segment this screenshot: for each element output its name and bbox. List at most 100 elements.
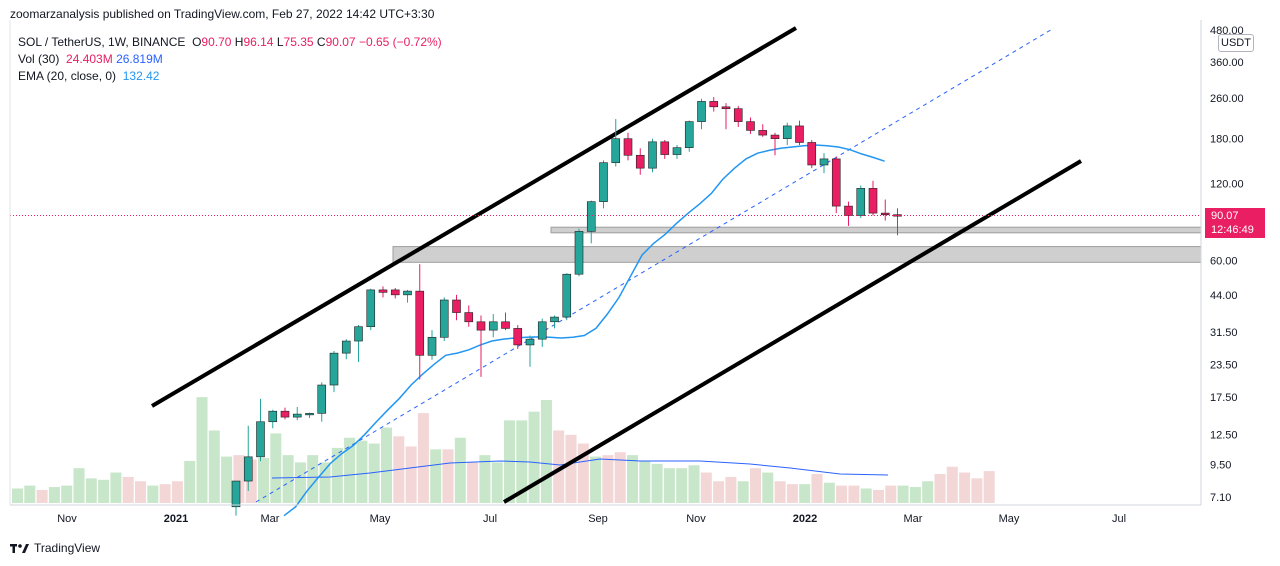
- candle-body: [819, 158, 829, 166]
- candle-body: [427, 336, 437, 356]
- candle-body: [758, 130, 768, 136]
- candle: [648, 138, 657, 173]
- candle-body: [795, 125, 804, 143]
- volume-bar: [627, 455, 638, 503]
- candle: [807, 139, 817, 169]
- candle: [709, 97, 719, 112]
- candle: [623, 132, 633, 161]
- close-label: C: [316, 35, 326, 49]
- candle: [672, 145, 682, 159]
- candle-body: [366, 289, 376, 328]
- candle: [439, 297, 449, 342]
- candle-body: [452, 299, 461, 313]
- y-tick-label: 44.00: [1210, 290, 1238, 302]
- candle-body: [648, 141, 657, 169]
- candle-body: [709, 101, 719, 108]
- candle-body: [390, 289, 400, 296]
- candle: [305, 412, 314, 418]
- volume-bar: [565, 434, 577, 503]
- volume-bar: [171, 481, 183, 503]
- volume-bar: [651, 463, 663, 503]
- tradingview-footer[interactable]: TradingView: [10, 541, 100, 555]
- candle: [390, 287, 400, 299]
- volume-bar: [110, 472, 122, 503]
- candle-body: [415, 290, 425, 356]
- channel-lower-line: [502, 159, 1083, 504]
- volume-bar: [602, 455, 614, 503]
- x-tick-label: May: [370, 513, 391, 525]
- candle: [256, 398, 265, 462]
- candle-body: [488, 321, 498, 331]
- candle: [231, 480, 241, 516]
- volume-bar: [540, 400, 552, 503]
- candle: [341, 339, 351, 360]
- candle: [464, 305, 474, 327]
- volume-bar: [983, 471, 995, 503]
- candle-body: [292, 413, 302, 418]
- currency-button[interactable]: USDT: [1218, 34, 1254, 52]
- channel-upper-line: [150, 26, 798, 408]
- publisher-header: zoomarzanalysis published on TradingView…: [10, 7, 435, 21]
- volume-label[interactable]: Vol (30): [18, 52, 60, 66]
- y-tick-label: 60.00: [1210, 255, 1238, 267]
- volume-bar: [467, 462, 479, 503]
- candle: [550, 315, 559, 329]
- volume-bar: [860, 488, 872, 503]
- change-value: −0.65 (−0.72%): [358, 35, 442, 49]
- high-label: H: [234, 35, 244, 49]
- candle-body: [868, 188, 878, 214]
- volume-bar: [196, 397, 208, 503]
- x-tick-label: May: [999, 513, 1020, 525]
- candle-body: [341, 340, 351, 354]
- ema-value: 132.42: [122, 69, 160, 83]
- volume-bar: [590, 456, 602, 503]
- candle-body: [684, 121, 694, 148]
- candle: [366, 288, 376, 331]
- candle: [243, 425, 253, 491]
- volume-bar: [823, 482, 835, 503]
- chart-legend: SOL / TetherUS, 1W, BINANCE O90.70 H96.1…: [18, 34, 442, 85]
- volume-bar: [934, 474, 946, 503]
- candle: [280, 407, 290, 420]
- volume-value: 24.403M: [66, 52, 113, 66]
- candle: [525, 335, 535, 367]
- candle: [611, 119, 621, 167]
- y-tick-label: 260.00: [1210, 93, 1244, 105]
- volume-bar: [639, 460, 651, 503]
- candle-body: [403, 290, 412, 296]
- candle-body: [746, 121, 755, 131]
- candle: [697, 98, 706, 130]
- candle-body: [329, 352, 339, 386]
- volume-bar: [24, 485, 36, 503]
- volume-bar: [897, 485, 909, 503]
- candle: [635, 148, 645, 175]
- volume-bar: [909, 487, 921, 503]
- volume-bar: [491, 462, 503, 503]
- low-label: L: [276, 35, 284, 49]
- channel-mid-line: [255, 27, 1055, 503]
- volume-bar: [319, 462, 331, 503]
- candle: [537, 318, 547, 347]
- volume-bar: [799, 484, 811, 503]
- volume-bar: [688, 465, 700, 503]
- volume-bar: [676, 468, 688, 503]
- ema-label[interactable]: EMA (20, close, 0): [18, 69, 117, 83]
- volume-bar: [405, 446, 417, 503]
- x-axis-ticks: Nov 2021 Mar May Jul Sep Nov 2022 Mar May Jul: [57, 513, 1126, 525]
- candle: [586, 200, 596, 244]
- candle: [329, 351, 339, 393]
- volume-bar: [885, 485, 897, 503]
- volume-bar: [73, 468, 85, 503]
- volume-bar: [85, 478, 97, 503]
- symbol-label[interactable]: SOL / TetherUS, 1W, BINANCE: [18, 35, 186, 49]
- y-tick-label: 12.50: [1210, 429, 1238, 441]
- candle-body: [574, 231, 584, 275]
- candle-body: [599, 162, 608, 202]
- candle: [513, 325, 523, 349]
- candle-body: [672, 147, 682, 155]
- volume-bar: [282, 455, 294, 503]
- candle-body: [305, 413, 314, 416]
- candle: [403, 289, 412, 303]
- volume-bar: [331, 447, 343, 503]
